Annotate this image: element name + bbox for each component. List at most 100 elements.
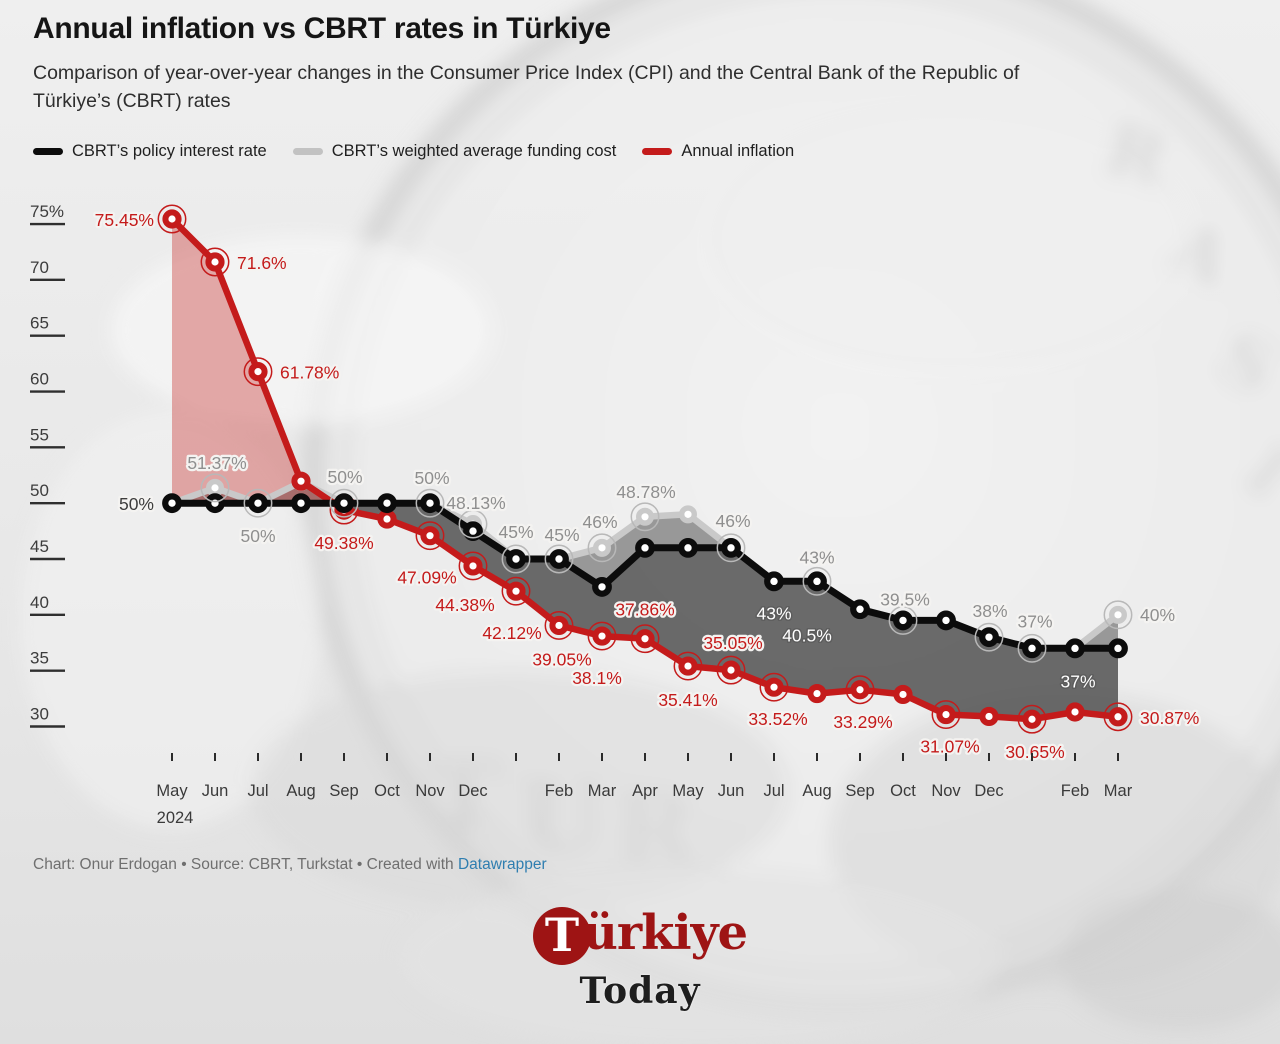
annual-inflation-point	[764, 677, 784, 697]
attribution-text: Chart: Onur Erdogan • Source: CBRT, Turk…	[33, 856, 458, 873]
annual-inflation-highlight-ring	[1017, 704, 1047, 734]
annual-inflation-highlight-ring	[1103, 702, 1133, 732]
annual-inflation-point	[205, 252, 225, 272]
x-axis-month-label: Aug	[802, 782, 831, 800]
annual-inflation-swatch	[642, 148, 673, 155]
value-label: 51.37%	[187, 453, 246, 473]
funding-cost-point	[550, 550, 569, 569]
x-axis-month-label: Jul	[247, 782, 268, 800]
annual-inflation-point	[549, 615, 569, 636]
x-axis-month-label: Jun	[718, 782, 745, 800]
subtitle-line-2: Türkiye’s (CBRT) rates	[33, 90, 231, 112]
funding-cost-point	[636, 507, 655, 526]
annual-inflation-point	[463, 556, 483, 576]
x-axis-month-label: Sep	[329, 782, 358, 800]
svg-text:S: S	[1203, 312, 1280, 412]
annual-inflation-point	[334, 500, 354, 520]
funding-cost-highlight-ring	[243, 488, 273, 518]
funding-cost-point	[593, 538, 612, 557]
value-label: 37%	[1060, 671, 1095, 691]
legend-item-policy-rate: CBRT’s policy interest rate	[33, 142, 267, 161]
y-axis-tick-label: 55	[30, 425, 49, 444]
funding-cost-line	[168, 478, 1122, 652]
policy-above-inflation-area	[333, 503, 1118, 720]
policy-rate-point	[377, 493, 397, 514]
annual-inflation-point	[893, 684, 913, 705]
funding-cost-point	[1108, 605, 1127, 624]
x-axis-month-label: Jun	[202, 782, 229, 800]
value-label: 37.86%	[615, 600, 674, 620]
annual-inflation-point	[1108, 707, 1128, 727]
annual-inflation-highlight-ring	[759, 672, 789, 702]
policy-rate-point	[248, 493, 268, 514]
x-axis-month-label: Oct	[890, 782, 916, 800]
policy-rate-point	[205, 493, 225, 514]
x-axis-month-label: Nov	[931, 782, 961, 800]
value-label: 31.07%	[920, 737, 979, 757]
value-label: 40.5%	[782, 625, 832, 645]
datawrapper-link[interactable]: Datawrapper	[457, 856, 547, 873]
funding-cost-point	[378, 494, 397, 513]
policy-rate-point	[1108, 638, 1128, 659]
funding-cost-point	[248, 494, 267, 513]
chart-title: Annual inflation vs CBRT rates in Türkiy…	[33, 12, 611, 45]
y-axis-tick-label: 65	[30, 314, 49, 333]
annual-inflation-point	[162, 209, 182, 229]
value-label: 38.1%	[572, 668, 622, 688]
value-label: 38%	[972, 601, 1007, 621]
value-label: 71.6%	[237, 253, 287, 273]
policy-rate-point	[850, 599, 870, 620]
policy-rate-swatch	[33, 148, 63, 155]
funding-vs-policy-area	[172, 482, 1118, 649]
funding-cost-point	[421, 494, 440, 513]
y-axis-tick-label: 30	[30, 704, 49, 723]
annual-inflation-point	[979, 706, 999, 727]
y-axis-tick-label: 45	[30, 537, 49, 556]
policy-rate-point	[334, 493, 354, 514]
value-label: 45%	[498, 522, 533, 542]
annual-inflation-point	[1065, 702, 1085, 722]
svg-text:A: A	[1157, 202, 1245, 303]
funding-cost-point	[335, 494, 354, 513]
legend-label-funding-cost: CBRT’s weighted average funding cost	[331, 142, 617, 160]
legend-item-annual-inflation: Annual inflation	[642, 142, 794, 161]
y-axis-tick-label: 50	[30, 481, 49, 500]
annual-inflation-line	[168, 215, 1122, 723]
value-label: 30.87%	[1140, 708, 1199, 728]
legend-label-annual-inflation: Annual inflation	[681, 142, 795, 160]
value-label: 39.5%	[880, 589, 930, 609]
chart-legend: CBRT’s policy interest rate CBRT’s weigh…	[33, 142, 794, 161]
subtitle-line-1: Comparison of year-over-year changes in …	[33, 62, 1020, 84]
y-axis-tick-label: 35	[30, 649, 49, 668]
x-axis-month-label: Apr	[632, 782, 658, 800]
funding-cost-swatch	[292, 148, 323, 155]
value-label: 49.38%	[314, 533, 373, 553]
logo-wordmark-rest: ürkiye	[582, 904, 748, 961]
value-label: 33.29%	[833, 712, 892, 732]
funding-cost-point	[1022, 639, 1041, 658]
attribution: Chart: Onur Erdogan • Source: CBRT, Turk…	[33, 856, 547, 874]
funding-cost-point	[464, 515, 483, 534]
annual-inflation-highlight-ring	[673, 651, 703, 681]
policy-rate-point	[979, 627, 999, 648]
x-axis-month-label: Feb	[545, 782, 573, 800]
funding-cost-point	[980, 628, 999, 647]
value-label: 35.05%	[703, 633, 762, 653]
value-label: 42.12%	[482, 623, 541, 643]
annual-inflation-highlight-ring	[845, 675, 875, 705]
logo-t-circle: T	[532, 906, 591, 965]
funding-cost-point	[937, 611, 956, 630]
policy-rate-point	[764, 571, 784, 592]
annual-inflation-highlight-ring	[157, 204, 187, 234]
x-axis-month-label: Mar	[588, 782, 617, 800]
svg-text:T: T	[430, 742, 501, 853]
x-axis-month-label: Dec	[458, 782, 487, 800]
x-axis-month-label: Mar	[1104, 782, 1133, 800]
annual-inflation-point	[678, 656, 698, 676]
funding-cost-point	[851, 600, 870, 619]
policy-rate-point	[721, 537, 741, 558]
annual-inflation-point	[420, 526, 440, 546]
annual-inflation-highlight-ring	[200, 247, 230, 277]
value-label: 39.05%	[532, 649, 591, 669]
annual-inflation-highlight-ring	[458, 551, 488, 581]
